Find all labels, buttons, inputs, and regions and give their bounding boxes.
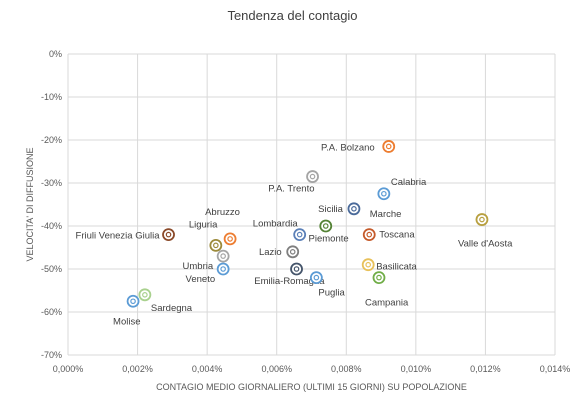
point-label: Lombardia <box>253 219 299 230</box>
data-point <box>372 271 386 285</box>
data-point <box>475 213 489 226</box>
data-point <box>319 219 333 233</box>
data-point <box>138 288 152 302</box>
point-label: Emilia-Romagna <box>254 276 325 287</box>
point-label: Lazio <box>259 247 282 258</box>
data-point-inner <box>296 231 303 238</box>
data-point-inner <box>289 249 296 255</box>
data-point-inner <box>366 231 373 238</box>
data-point-inner <box>479 216 485 223</box>
data-point <box>362 228 376 242</box>
data-point <box>382 140 396 153</box>
data-point <box>209 238 223 252</box>
data-point-inner <box>351 206 357 212</box>
point-label: Valle d'Aosta <box>458 239 513 250</box>
data-point-inner <box>142 291 148 298</box>
point-label: Puglia <box>318 288 345 299</box>
chart-title: Tendenza del contagio <box>227 8 358 23</box>
point-label: Sardegna <box>151 303 193 314</box>
x-tick-label: 0,004% <box>192 364 223 374</box>
data-point-inner <box>385 143 392 150</box>
point-label: Calabria <box>391 177 427 188</box>
point-label: Sicilia <box>318 204 344 215</box>
point-label: Toscana <box>379 230 415 241</box>
data-point-inner <box>309 173 316 180</box>
point-label: Piemonte <box>309 234 349 245</box>
data-point <box>361 258 375 272</box>
x-tick-label: 0,014% <box>540 364 571 374</box>
point-label: P.A. Trento <box>268 184 314 195</box>
x-tick-label: 0,008% <box>331 364 362 374</box>
data-point <box>286 245 300 259</box>
point-label: P.A. Bolzano <box>321 142 375 153</box>
point-label: Friuli Venezia Giulia <box>76 231 161 242</box>
data-point-inner <box>322 223 329 229</box>
point-label: Veneto <box>186 274 216 285</box>
point-label: Liguria <box>189 219 218 230</box>
y-tick-label: 0% <box>49 49 62 59</box>
data-point <box>347 202 361 216</box>
data-point-inner <box>220 266 226 272</box>
data-point <box>377 187 391 201</box>
y-tick-label: -60% <box>41 307 62 317</box>
data-point-inner <box>227 236 233 242</box>
point-label: Campania <box>365 298 409 309</box>
data-point-inner <box>130 298 136 305</box>
x-axis-title: CONTAGIO MEDIO GIORNALIERO (ULTIMI 15 GI… <box>156 382 467 392</box>
data-point-inner <box>213 242 219 249</box>
data-point <box>309 271 323 285</box>
data-point-inner <box>365 261 372 268</box>
data-point-inner <box>220 253 226 259</box>
y-tick-label: -50% <box>41 264 62 274</box>
data-point-inner <box>165 231 172 238</box>
data-point <box>216 249 230 263</box>
point-label: Umbria <box>183 261 214 272</box>
data-point <box>290 262 303 276</box>
y-tick-label: -40% <box>41 221 62 231</box>
data-point-inner <box>376 274 382 281</box>
data-point-inner <box>293 266 300 272</box>
data-point <box>306 170 319 183</box>
data-point-inner <box>313 274 320 281</box>
y-axis-title: VELOCITA' DI DIFFUSIONE <box>25 147 35 261</box>
x-tick-label: 0,012% <box>470 364 501 374</box>
point-label: Molise <box>113 316 140 327</box>
data-point <box>293 228 307 242</box>
x-tick-label: 0,002% <box>122 364 153 374</box>
x-tick-label: 0,006% <box>261 364 292 374</box>
data-point <box>223 232 237 246</box>
data-point-inner <box>381 190 387 197</box>
data-point <box>126 294 140 308</box>
x-tick-label: 0,000% <box>53 364 84 374</box>
point-label: Basilicata <box>376 262 417 273</box>
y-tick-label: -20% <box>41 135 62 145</box>
data-point <box>216 262 230 276</box>
data-point <box>162 228 175 242</box>
point-label: Abruzzo <box>205 207 240 218</box>
y-tick-label: -30% <box>41 178 62 188</box>
point-label: Marche <box>370 209 402 220</box>
y-tick-label: -10% <box>41 92 62 102</box>
x-tick-label: 0,010% <box>401 364 432 374</box>
y-tick-label: -70% <box>41 350 62 360</box>
